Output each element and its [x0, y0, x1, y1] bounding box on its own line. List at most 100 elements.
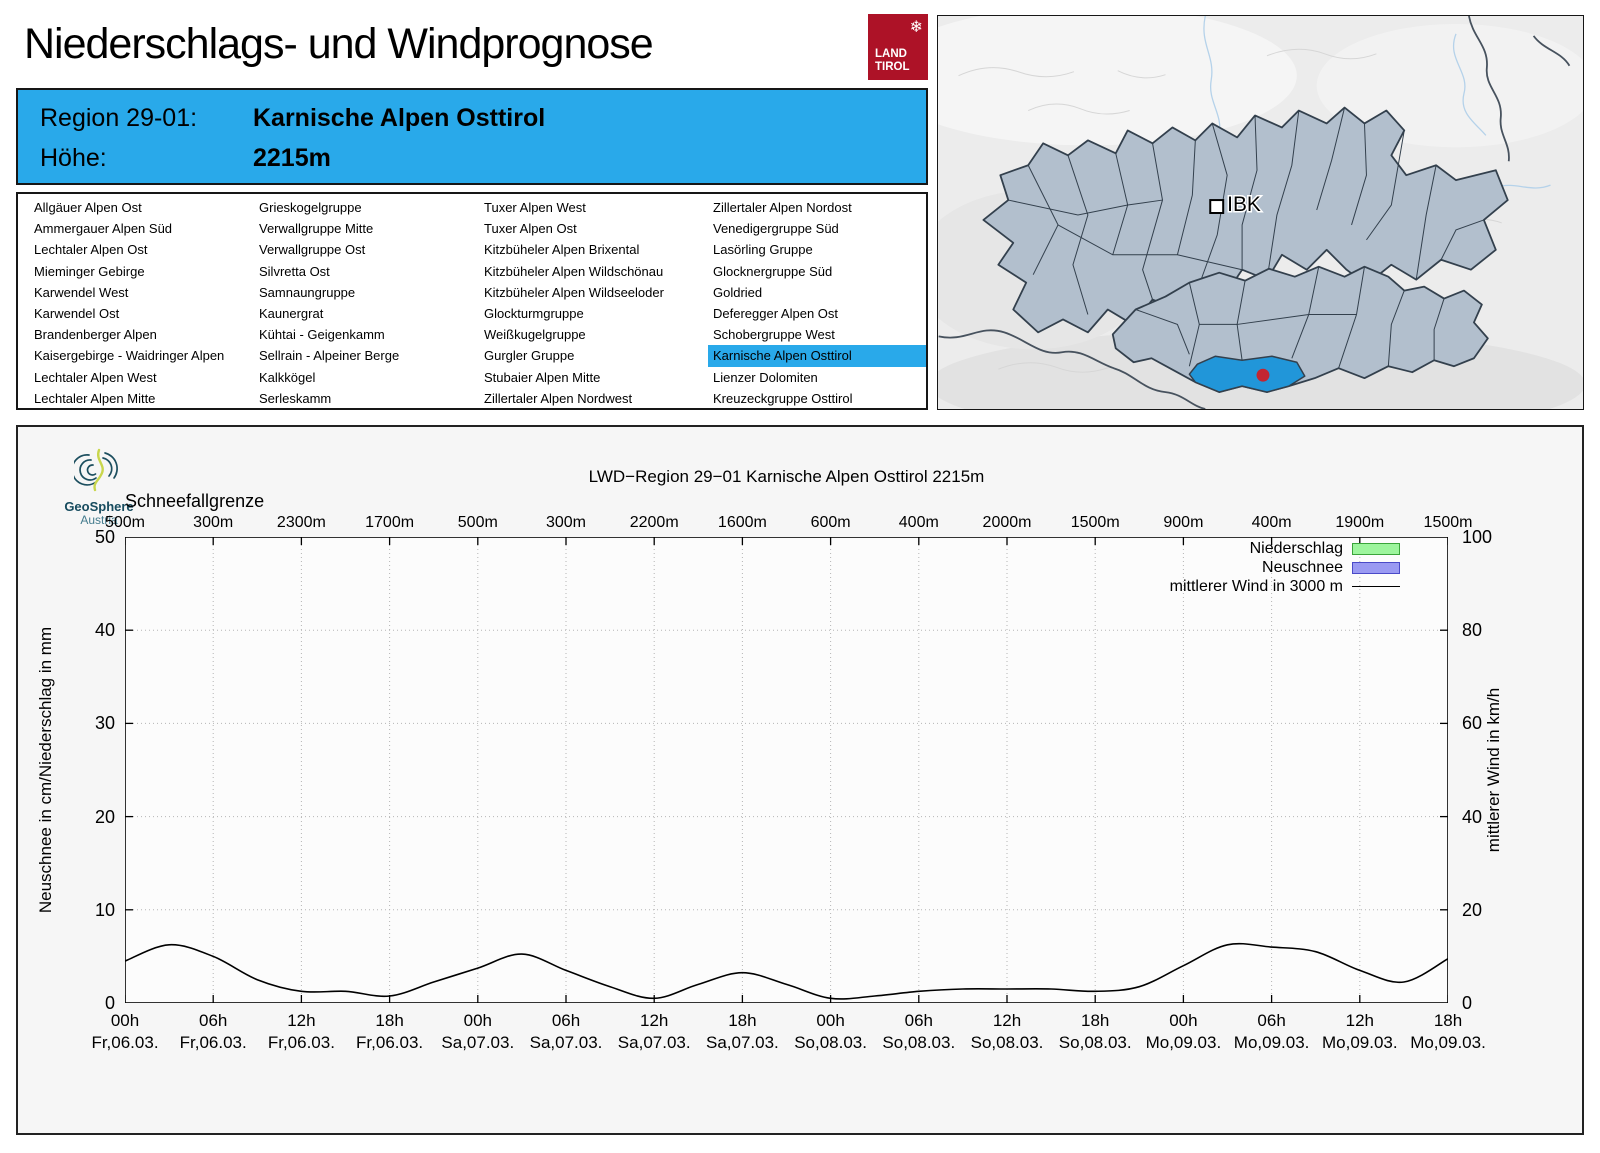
region-list-item[interactable]: Verwallgruppe Ost	[259, 242, 366, 258]
x-tick-date: Mo,09.03.	[1321, 1033, 1398, 1052]
x-tick-date: Mo,09.03.	[1410, 1033, 1486, 1052]
region-list-item[interactable]: Serleskamm	[259, 390, 332, 406]
region-list-item[interactable]: Venedigergruppe Süd	[713, 221, 839, 237]
region-list-item[interactable]: Kreuzeckgruppe Osttirol	[713, 390, 853, 406]
region-list-item[interactable]: Tuxer Alpen West	[484, 200, 586, 215]
x-tick-time: 06h	[904, 1011, 933, 1030]
x-axis-date-labels: Fr,06.03. Fr,06.03. Fr,06.03. Fr,06.03. Sa,0…	[91, 1033, 1485, 1053]
legend-label: mittlerer Wind in 3000 m	[1169, 577, 1343, 595]
region-list-item[interactable]: Brandenberger Alpen	[34, 327, 157, 343]
x-tick-time: 00h	[463, 1011, 492, 1030]
region-list-item[interactable]: Kitzbüheler Alpen Wildschönau	[484, 263, 664, 279]
x-tick-date: So,08.03.	[794, 1033, 867, 1052]
snowline-value: 2200m	[629, 514, 679, 531]
region-list-item[interactable]: Kitzbüheler Alpen Wildseeloder	[484, 284, 664, 300]
region-name: Karnische Alpen Osttirol	[253, 104, 546, 132]
legend-line-swatch	[1352, 586, 1400, 587]
region-list-item[interactable]: Silvretta Ost	[259, 263, 330, 279]
snowline-values-row: 500m 300m 2300m 1700m 500m 300m 2200m 1600m 600m…	[105, 514, 1472, 534]
snowline-value: 500m	[457, 514, 498, 531]
region-list-item[interactable]: Grieskogelgruppe	[259, 200, 362, 215]
x-tick-date: Sa,07.03.	[617, 1033, 691, 1052]
x-tick-time: 12h	[992, 1011, 1022, 1030]
region-list-item[interactable]: Lienzer Dolomiten	[713, 369, 818, 385]
region-list-item[interactable]: Goldried	[713, 284, 763, 300]
region-list-item[interactable]: Mieminger Gebirge	[34, 263, 145, 279]
x-tick-time: 12h	[287, 1011, 316, 1030]
region-list: Allgäuer Alpen Ost Ammergauer Alpen Süd Le…	[16, 192, 928, 410]
wind-line	[124, 942, 1449, 1000]
region-list-item[interactable]: Ammergauer Alpen Süd	[34, 221, 173, 237]
x-tick-date: So,08.03.	[970, 1033, 1044, 1052]
region-boundaries-north	[1008, 107, 1485, 315]
region-list-item[interactable]: Weißkugelgruppe	[484, 327, 586, 343]
region-list-item[interactable]: Zillertaler Alpen Nordwest	[484, 390, 633, 406]
snowline-value: 600m	[810, 514, 851, 531]
x-tick-time: 06h	[551, 1011, 581, 1030]
region-list-item[interactable]: Glocknergruppe Süd	[713, 263, 833, 279]
y-tick-right: 0	[1462, 993, 1473, 1013]
region-header: Region 29-01: Karnische Alpen Osttirol Hö…	[16, 88, 928, 185]
y-tick-right: 80	[1462, 620, 1483, 641]
region-list-item[interactable]: Lechtaler Alpen West	[34, 369, 157, 385]
snowline-value: 1600m	[717, 514, 767, 531]
x-tick-time: 18h	[1081, 1011, 1110, 1030]
region-list-item[interactable]: Karwendel Ost	[34, 305, 120, 321]
region-list-item[interactable]: Lasörling Gruppe	[713, 242, 813, 258]
legend-label: Niederschlag	[1249, 539, 1343, 557]
region-list-item[interactable]: Karwendel West	[34, 284, 129, 300]
x-axis-time-labels: 00h 06h 12h 18h 00h 06h 12h 18h 00h 06h 12h 18h 00h 0…	[111, 1011, 1462, 1031]
region-list-item[interactable]: Gurgler Gruppe	[484, 348, 575, 364]
region-list-item[interactable]: Schobergruppe West	[713, 327, 835, 343]
x-tick-date: Fr,06.03.	[267, 1033, 335, 1052]
region-list-item[interactable]: Deferegger Alpen Ost	[713, 305, 839, 321]
region-list-item[interactable]: Kalkkögel	[259, 369, 316, 385]
x-tick-date: Mo,09.03.	[1145, 1033, 1222, 1052]
x-tick-date: Fr,06.03.	[91, 1033, 159, 1052]
region-list-item[interactable]: Kitzbüheler Alpen Brixental	[484, 242, 640, 258]
snowline-value: 300m	[193, 514, 234, 531]
chart-legend: Niederschlag Neuschnee mittlerer Wind in 3…	[1170, 539, 1400, 596]
y-tick-left: 40	[94, 620, 115, 641]
x-tick-date: So,08.03.	[882, 1033, 956, 1052]
snowline-value: 1700m	[365, 514, 415, 531]
y-tick-right: 60	[1462, 713, 1483, 734]
x-tick-date: Fr,06.03.	[356, 1033, 424, 1052]
region-list-item[interactable]: Allgäuer Alpen Ost	[34, 200, 142, 215]
region-list-item[interactable]: Lechtaler Alpen Ost	[34, 242, 148, 258]
x-tick-date: Sa,07.03.	[706, 1033, 779, 1052]
selected-region-shape[interactable]	[1188, 355, 1306, 393]
legend-label: Neuschnee	[1262, 558, 1343, 576]
region-list-item[interactable]: Samnaungruppe	[259, 284, 356, 300]
page-title: Niederschlags- und Windprognose	[24, 20, 654, 68]
region-list-item[interactable]: Kaunergrat	[259, 305, 324, 321]
x-tick-date: Sa,07.03.	[441, 1033, 515, 1052]
region-list-item[interactable]: Sellrain - Alpeiner Berge	[259, 348, 400, 364]
chart-title: LWD−Region 29−01 Karnische Alpen Osttiro…	[588, 467, 985, 486]
region-list-item[interactable]: Glockturmgruppe	[484, 305, 584, 321]
region-list-item[interactable]: Stubaier Alpen Mitte	[484, 369, 601, 385]
snowline-value: 1500m	[1070, 514, 1120, 531]
snowline-value: 500m	[104, 514, 146, 531]
region-list-item[interactable]: Lechtaler Alpen Mitte	[34, 390, 156, 406]
y-tick-left: 50	[94, 527, 115, 547]
region-marker-dot	[1256, 368, 1270, 382]
x-tick-time: 18h	[728, 1011, 757, 1030]
snowline-value: 2000m	[982, 514, 1032, 531]
y-tick-left: 30	[94, 713, 115, 734]
region-list-item-selected[interactable]: Karnische Alpen Osttirol	[708, 345, 926, 367]
region-list-item[interactable]: Verwallgruppe Mitte	[259, 221, 374, 237]
geosphere-swirl-icon	[71, 448, 118, 492]
x-tick-time: 18h	[1433, 1011, 1463, 1030]
region-list-item[interactable]: Kühtai - Geigenkamm	[259, 327, 385, 343]
x-tick-time: 06h	[199, 1011, 228, 1030]
geosphere-logo: GeoSphere Austria	[53, 447, 145, 533]
region-list-item[interactable]: Tuxer Alpen Ost	[484, 221, 577, 237]
region-list-item[interactable]: Zillertaler Alpen Nordost	[713, 200, 852, 215]
region-list-item[interactable]: Kaisergebirge - Waidringer Alpen	[34, 348, 225, 364]
chart-plot-svg	[124, 536, 1449, 1004]
tirol-map[interactable]: IBK	[937, 15, 1584, 410]
x-tick-time: 00h	[816, 1011, 845, 1030]
geosphere-sub: Austria	[80, 513, 118, 527]
